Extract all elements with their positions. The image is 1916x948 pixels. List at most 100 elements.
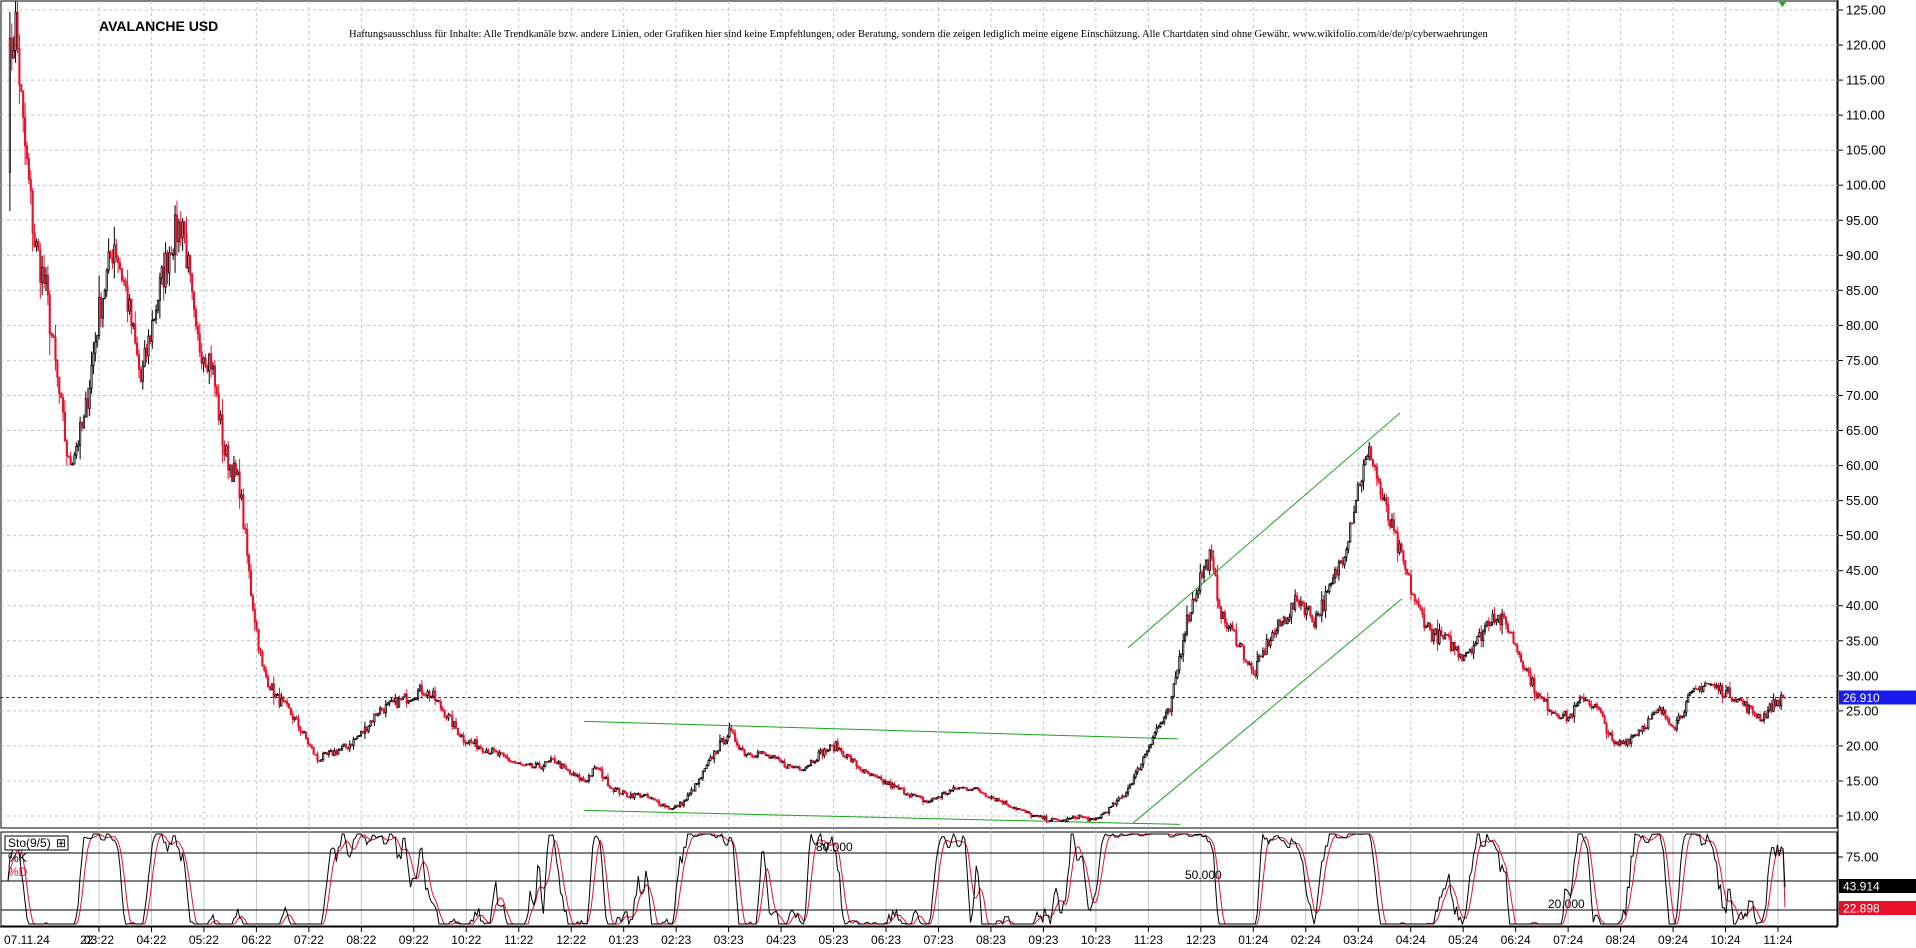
candle-down bbox=[785, 766, 788, 769]
candle-up bbox=[141, 365, 144, 382]
candle-down bbox=[1707, 683, 1711, 685]
candle-down bbox=[1535, 692, 1538, 698]
candle-down bbox=[1565, 710, 1568, 721]
candle-down bbox=[646, 793, 649, 798]
candle-down bbox=[445, 716, 448, 719]
indicator-toggle-icon[interactable]: ⊞ bbox=[56, 836, 66, 850]
candle-down bbox=[365, 726, 368, 732]
candle-down bbox=[434, 690, 437, 701]
candle-down bbox=[265, 669, 268, 678]
candle-up bbox=[810, 760, 813, 767]
candle-up bbox=[971, 788, 974, 791]
candle-down bbox=[1411, 593, 1414, 596]
candle-up bbox=[1726, 687, 1730, 691]
candle-down bbox=[589, 775, 592, 778]
candle-down bbox=[680, 801, 684, 806]
candle-down bbox=[977, 787, 980, 791]
candle-down bbox=[1400, 543, 1403, 552]
candle-down bbox=[183, 221, 186, 235]
indicator-label-box[interactable] bbox=[4, 835, 69, 851]
candle-down bbox=[1493, 613, 1496, 623]
date-tick-label: 06:22 bbox=[241, 933, 271, 947]
candle-down bbox=[1237, 645, 1240, 647]
candle-up bbox=[92, 352, 95, 366]
candle-up bbox=[384, 704, 387, 714]
candle-down bbox=[1015, 807, 1018, 810]
stochastic-level-label: 20.000 bbox=[1548, 897, 1585, 911]
scroll-marker-icon[interactable] bbox=[1779, 2, 1786, 7]
candle-down bbox=[853, 758, 856, 762]
candle-up bbox=[697, 778, 701, 784]
candle-up bbox=[629, 793, 632, 798]
candle-down bbox=[192, 291, 196, 310]
candle-down bbox=[10, 37, 13, 59]
candle-down bbox=[610, 787, 613, 789]
candle-down bbox=[1635, 734, 1638, 737]
candle-up bbox=[1552, 711, 1555, 714]
candle-down bbox=[424, 694, 427, 697]
candle-up bbox=[354, 738, 357, 741]
candle-up bbox=[1165, 711, 1168, 718]
candle-down bbox=[1011, 806, 1014, 809]
candle-up bbox=[870, 773, 873, 777]
candle-up bbox=[1630, 736, 1633, 744]
candle-down bbox=[1628, 738, 1631, 744]
price-tick-label: 30.00 bbox=[1846, 668, 1879, 683]
candle-down bbox=[1759, 713, 1762, 722]
candle-up bbox=[937, 796, 940, 799]
candle-down bbox=[654, 798, 657, 801]
candle-up bbox=[229, 464, 232, 471]
candle-down bbox=[1394, 530, 1397, 533]
candle-down bbox=[472, 741, 475, 744]
candle-up bbox=[1451, 641, 1454, 652]
candle-down bbox=[54, 337, 57, 361]
candle-up bbox=[724, 740, 727, 745]
candle-down bbox=[297, 718, 300, 728]
candle-up bbox=[327, 751, 330, 755]
candle-up bbox=[1432, 633, 1435, 642]
candle-up bbox=[1780, 694, 1783, 707]
candle-up bbox=[542, 765, 545, 770]
date-tick-label: 07.11.24 bbox=[4, 933, 50, 947]
candle-down bbox=[603, 776, 606, 780]
candle-down bbox=[1028, 811, 1031, 814]
candle-down bbox=[1745, 701, 1749, 713]
candle-up bbox=[948, 790, 951, 795]
candle-up bbox=[1100, 813, 1103, 819]
candle-down bbox=[1206, 559, 1209, 571]
candle-down bbox=[242, 494, 245, 529]
candle-down bbox=[282, 698, 285, 702]
candle-down bbox=[396, 697, 399, 708]
candle-up bbox=[155, 309, 158, 320]
candle-up bbox=[1104, 811, 1107, 814]
candle-up bbox=[322, 753, 325, 761]
candle-up bbox=[352, 738, 355, 746]
candle-down bbox=[663, 803, 666, 808]
candle-up bbox=[1715, 685, 1718, 688]
candle-down bbox=[1521, 661, 1525, 669]
candle-up bbox=[174, 214, 177, 255]
candle-down bbox=[1210, 549, 1213, 559]
candle-down bbox=[1193, 599, 1196, 602]
candle-down bbox=[120, 268, 123, 281]
candle-down bbox=[204, 357, 207, 367]
candle-up bbox=[916, 795, 919, 798]
chart-title: AVALANCHE USD bbox=[99, 18, 218, 34]
candle-down bbox=[344, 743, 347, 748]
candle-up bbox=[1569, 713, 1572, 719]
candle-down bbox=[857, 766, 860, 768]
candle-up bbox=[1290, 603, 1293, 618]
candle-up bbox=[1130, 783, 1133, 786]
date-tick-label: 10:24 bbox=[1711, 933, 1741, 947]
stochastic-series bbox=[7, 832, 1786, 926]
date-tick-label: 02:24 bbox=[1291, 933, 1321, 947]
candle-up bbox=[84, 398, 87, 418]
candle-up bbox=[1282, 616, 1285, 622]
candle-up bbox=[878, 776, 881, 779]
candle-down bbox=[1770, 703, 1773, 712]
candle-down bbox=[189, 255, 192, 275]
candle-up bbox=[1622, 740, 1625, 745]
candle-up bbox=[1332, 577, 1335, 584]
candle-down bbox=[217, 393, 220, 421]
current-price-badge bbox=[1839, 690, 1916, 705]
